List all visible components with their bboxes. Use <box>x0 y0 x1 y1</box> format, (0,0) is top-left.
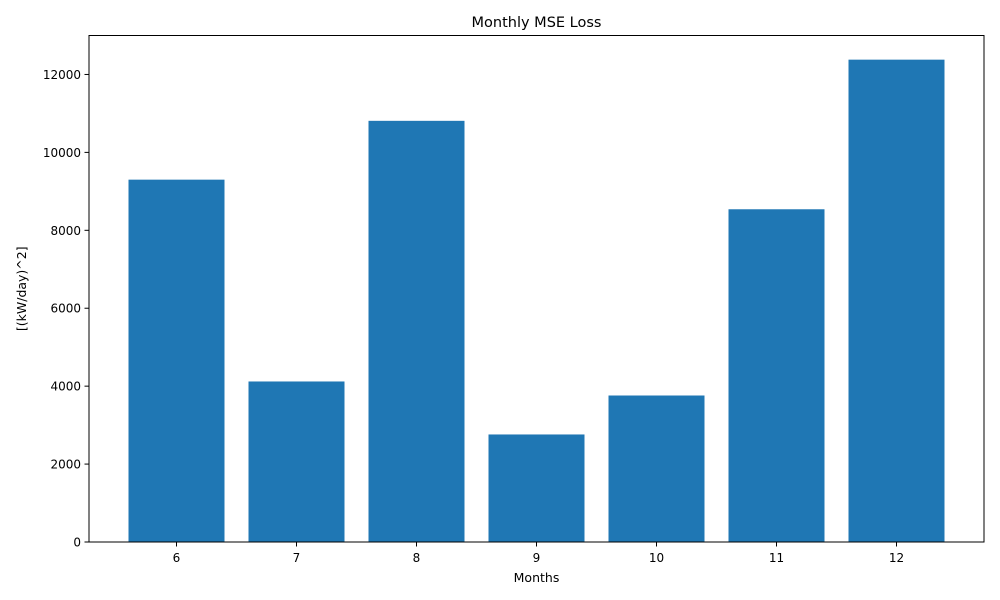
y-tick-label: 8000 <box>50 224 81 238</box>
x-tick-label: 11 <box>769 551 784 565</box>
y-tick-label: 10000 <box>43 146 81 160</box>
y-tick-label: 0 <box>73 536 81 550</box>
x-axis-ticks: 6 7 8 9 10 11 12 <box>173 542 904 565</box>
x-tick-label: 10 <box>649 551 664 565</box>
y-axis-label: [(kW/day)^2] <box>14 246 29 331</box>
x-axis-label: Months <box>514 570 560 585</box>
bar-month-11 <box>728 209 825 542</box>
bar-month-8 <box>368 120 465 542</box>
y-tick-label: 2000 <box>50 458 81 472</box>
bar-month-9 <box>488 434 585 542</box>
y-tick-label: 6000 <box>50 302 81 316</box>
bars-group <box>128 59 945 542</box>
bar-month-7 <box>248 381 345 542</box>
plot-frame <box>88 35 985 543</box>
bar-month-12 <box>848 59 945 542</box>
y-tick-label: 4000 <box>50 380 81 394</box>
bar-month-6 <box>128 179 225 542</box>
x-tick-label: 7 <box>293 551 301 565</box>
y-tick-label: 12000 <box>43 68 81 82</box>
x-tick-label: 12 <box>889 551 904 565</box>
y-axis-ticks: 0 2000 4000 6000 8000 10000 12000 <box>43 68 89 550</box>
bar-month-10 <box>608 395 705 542</box>
x-tick-label: 6 <box>173 551 181 565</box>
x-tick-label: 9 <box>533 551 541 565</box>
chart-title: Monthly MSE Loss <box>472 15 602 31</box>
x-tick-label: 8 <box>413 551 421 565</box>
